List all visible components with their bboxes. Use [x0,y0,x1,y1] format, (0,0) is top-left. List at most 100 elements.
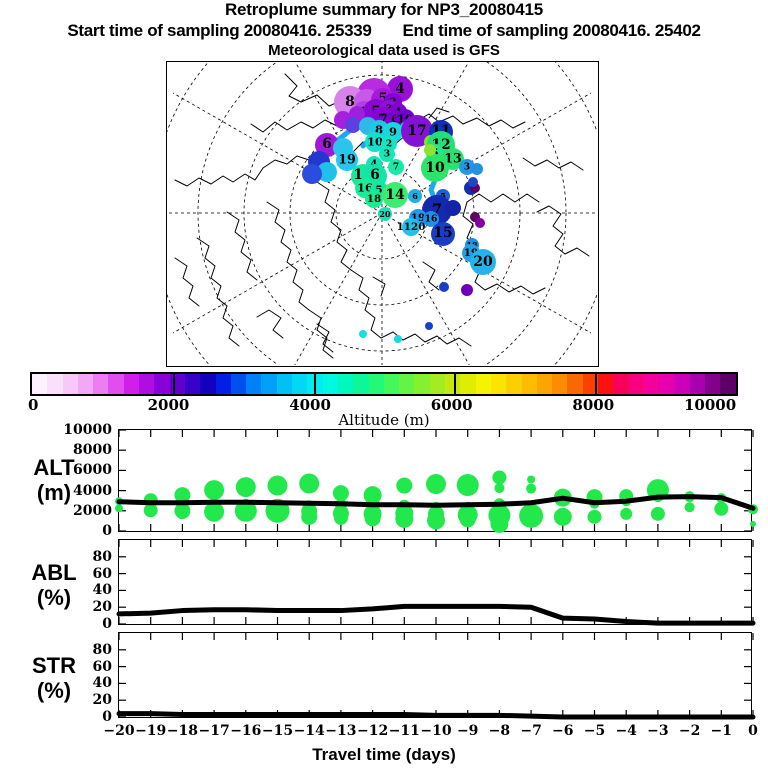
map-bubble [359,330,367,338]
page-title: Retroplume summary for NP3_20080415 [224,0,544,19]
altitude-particle-marker [492,470,507,485]
colorbar-segment [383,374,400,394]
panel-title-alt: ALT (m) [33,455,75,505]
colorbar-segment [230,374,247,394]
colorbar-segment [552,374,568,394]
altitude-particle-marker [115,504,123,513]
map-bubble [475,218,485,228]
abl-y-tick-label: 40 [92,582,112,599]
str-y-tick-label: 80 [92,641,112,658]
altitude-particle-marker [553,507,572,526]
alt-y-tick-label: 0 [102,523,112,539]
map-bubble [365,132,385,152]
colorbar-segment [154,374,170,394]
altitude-particle-marker [426,474,446,495]
altitude-particle-marker [177,509,188,520]
map-bubble [302,164,322,184]
colorbar-segment [460,374,476,394]
map-bubble [425,322,433,330]
altitude-particle-marker [650,506,665,521]
altitude-particle-marker [174,487,191,504]
colorbar-tick-label: 8000 [572,396,615,414]
map-bubble [379,146,395,162]
altitude-particle-marker [333,510,348,525]
altitude-particle-marker [332,485,349,502]
altitude-particle-marker [395,509,414,528]
abl-y-tick-label: 80 [92,548,112,565]
altitude-particle-marker [204,501,225,522]
altitude-particle-marker [494,483,505,494]
map-bubble [365,190,383,208]
map-bubble [382,182,408,208]
altitude-particle-marker [143,503,158,518]
colorbar-segment [414,374,430,394]
x-tick-label: 0 [748,723,758,739]
altitude-particle-marker [714,501,729,516]
sampling-time-line: Start time of sampling 20080416. 25339 E… [0,20,768,41]
altitude-particle-marker [427,511,445,530]
colorbar-segment [322,374,338,394]
colorbar-segment [536,374,553,394]
colorbar-tick-label: 2000 [147,396,190,414]
colorbar-segment [368,374,384,394]
colorbar-divider [313,374,316,394]
x-tick-label: −13 [325,723,357,739]
alt-y-tick-label: 6000 [73,462,112,479]
panel-title-abl: ABL (%) [31,560,77,610]
colorbar-title: Altitude (m) [338,411,430,429]
colorbar-segment [674,374,690,394]
panel-title-str: STR (%) [32,653,76,703]
polar-map[interactable]: 4852153476108917111261023513194710311616… [166,61,599,367]
map-bubble [424,144,436,156]
alt-plot-area [115,429,758,533]
abl-y-tick-label: 60 [92,565,112,582]
x-tick-label: −16 [230,723,262,739]
abl-y-tick-label: 0 [102,616,112,632]
x-tick-label: −2 [678,723,701,739]
x-tick-label: −18 [166,723,198,739]
altitude-colorbar[interactable] [30,372,738,396]
colorbar-segment [108,374,124,394]
colorbar-segment [643,374,660,394]
met-data-label: Meteorological data used is GFS [268,42,500,59]
x-tick-label: −9 [456,723,479,739]
altitude-particle-marker [620,507,633,520]
map-bubble [378,207,392,221]
map-bubble [423,211,439,227]
colorbar-segment [246,374,262,394]
map-bubble [336,149,358,171]
colorbar-segment [567,374,583,394]
altitude-particle-marker [459,511,476,528]
map-bubble [388,159,404,175]
x-tick-label: −12 [356,723,389,739]
map-bubble [421,154,449,182]
x-tick-label: −14 [293,723,325,739]
altitude-particle-marker [684,502,695,513]
colorbar-segment [705,374,721,394]
colorbar-segment [184,374,201,394]
colorbar-tick-label: 6000 [430,396,473,414]
altitude-particle-marker [527,475,536,484]
colorbar-segment [720,374,736,394]
abl-panel[interactable] [116,539,756,626]
map-bubble [408,189,422,203]
x-tick-label: −3 [647,723,669,739]
map-bubble [468,177,478,187]
map-bubble [445,200,461,216]
altitude-particle-marker [519,503,544,528]
x-axis-title: Travel time (days) [312,745,456,764]
x-tick-label: −7 [520,723,542,739]
abl-y-tick-label: 20 [92,599,112,616]
altitude-particle-marker [587,509,602,524]
altitude-panel[interactable] [115,429,758,533]
altitude-particle-marker [235,477,256,498]
colorbar-segment [261,374,277,394]
x-tick-label: −4 [615,723,637,739]
colorbar-tick-label: 10000 [684,396,737,414]
str-y-tick-label: 20 [92,692,112,709]
str-panel[interactable] [116,632,756,720]
colorbar-segment [62,374,78,394]
end-time-label: End time of sampling 20080416. 25402 [402,21,701,40]
altitude-particle-marker [396,477,413,494]
x-tick-label: −20 [103,723,135,739]
